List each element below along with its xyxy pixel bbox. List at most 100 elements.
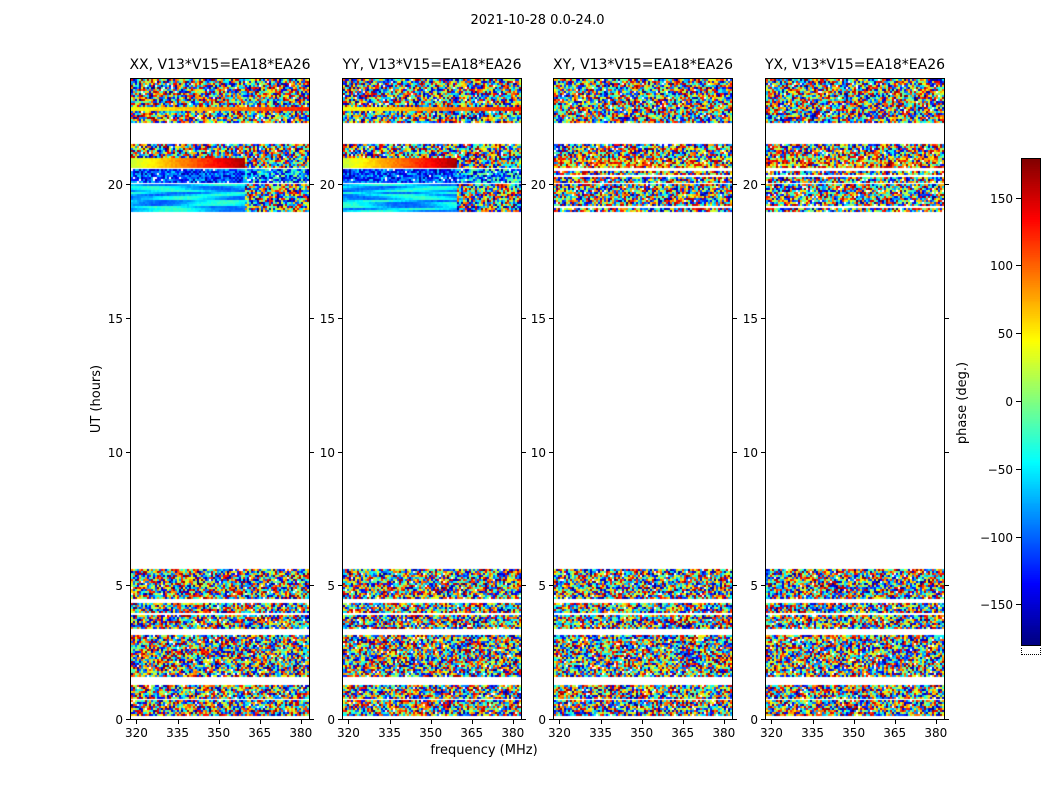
colorbar-tick <box>1016 604 1021 606</box>
y-tick-label: 5 <box>115 579 123 594</box>
colorbar-tick <box>1016 401 1021 402</box>
y-tick <box>761 184 765 185</box>
x-tick <box>812 720 814 724</box>
y-axis-label: UT (hours) <box>89 364 104 434</box>
x-tick <box>894 720 896 724</box>
colorbar-tick-label: −50 <box>987 462 1013 477</box>
x-tick <box>641 720 643 724</box>
x-tick-label: 335 <box>166 726 189 740</box>
x-tick-label: 365 <box>671 726 695 740</box>
y-tick <box>522 585 526 587</box>
y-tick <box>733 184 737 185</box>
colorbar-tick-label: −100 <box>980 530 1013 545</box>
y-tick-label: 15 <box>107 311 123 326</box>
colorbar-tick <box>1016 197 1021 199</box>
x-tick-label: 365 <box>248 726 272 740</box>
y-tick <box>126 719 130 720</box>
y-tick-label: 0 <box>327 713 335 727</box>
y-tick <box>733 719 737 720</box>
y-tick <box>310 184 314 185</box>
y-tick-label: 15 <box>530 311 546 326</box>
colorbar-tick <box>1016 536 1021 538</box>
panel-yx <box>765 78 945 720</box>
x-tick-label: 380 <box>501 726 525 740</box>
y-tick <box>761 719 765 720</box>
heatmap-canvas-yx <box>766 79 944 719</box>
x-tick <box>935 720 937 724</box>
y-tick <box>549 719 553 720</box>
y-tick-label: 0 <box>115 713 123 727</box>
x-tick <box>300 720 302 724</box>
colorbar-tick-label: −150 <box>980 598 1013 613</box>
panel-title-yy: YY, V13*V15=EA18*EA26 <box>342 57 522 73</box>
y-tick <box>549 585 553 587</box>
y-tick <box>549 184 553 185</box>
y-tick-label: 5 <box>750 579 758 594</box>
y-tick-label: 10 <box>319 445 335 460</box>
y-tick-label: 0 <box>538 713 546 727</box>
panel-xx <box>130 78 310 720</box>
x-tick <box>136 720 138 724</box>
y-tick <box>338 585 342 587</box>
y-tick-label: 10 <box>530 445 546 460</box>
y-tick-label: 20 <box>530 178 546 192</box>
x-tick <box>723 720 725 724</box>
y-tick <box>522 719 526 720</box>
x-tick <box>559 720 561 724</box>
y-tick <box>945 317 949 319</box>
heatmap-canvas-xx <box>131 79 309 719</box>
x-tick-label: 380 <box>289 726 313 740</box>
x-tick-label: 335 <box>589 726 612 740</box>
x-tick-label: 320 <box>337 726 360 740</box>
colorbar-tick-label: 150 <box>990 191 1013 206</box>
x-tick-label: 335 <box>378 726 401 740</box>
x-tick-label: 350 <box>630 726 654 740</box>
x-tick <box>177 720 179 724</box>
colorbar-tick-label: 50 <box>997 327 1013 342</box>
figure-title: 2021-10-28 0.0-24.0 <box>470 13 605 28</box>
x-tick <box>348 720 350 724</box>
x-tick <box>682 720 684 724</box>
x-tick <box>259 720 261 724</box>
panel-title-xx: XX, V13*V15=EA18*EA26 <box>129 57 311 73</box>
colorbar-tick <box>1016 333 1021 335</box>
y-tick-label: 20 <box>319 178 335 192</box>
y-tick-label: 10 <box>107 445 123 460</box>
colorbar-extend <box>1021 648 1041 655</box>
y-tick <box>310 585 314 587</box>
x-axis-label: frequency (MHz) <box>430 743 538 758</box>
panel-yy <box>342 78 522 720</box>
y-tick <box>945 585 949 587</box>
y-tick <box>126 317 130 319</box>
x-tick-label: 350 <box>419 726 443 740</box>
y-tick <box>310 317 314 319</box>
x-tick-label: 380 <box>924 726 948 740</box>
panel-title-xy: XY, V13*V15=EA18*EA26 <box>552 57 734 73</box>
y-tick <box>522 451 526 453</box>
y-tick <box>126 184 130 185</box>
y-tick <box>522 184 526 185</box>
y-tick-label: 10 <box>742 445 758 460</box>
y-tick <box>733 317 737 319</box>
colorbar-tick <box>1016 468 1021 470</box>
x-tick <box>600 720 602 724</box>
y-tick <box>761 317 765 319</box>
y-tick <box>126 451 130 453</box>
x-tick-label: 380 <box>712 726 736 740</box>
x-tick <box>771 720 773 724</box>
y-tick <box>338 184 342 185</box>
heatmap-canvas-yy <box>343 79 521 719</box>
x-tick <box>389 720 391 724</box>
colorbar-tick <box>1016 265 1021 267</box>
y-tick <box>310 719 314 720</box>
y-tick <box>338 451 342 453</box>
panel-xy <box>553 78 733 720</box>
x-tick-label: 335 <box>801 726 824 740</box>
y-tick-label: 20 <box>742 178 758 192</box>
y-tick-label: 5 <box>327 579 335 594</box>
y-tick <box>945 451 949 453</box>
y-tick <box>733 585 737 587</box>
x-tick-label: 350 <box>207 726 231 740</box>
y-tick-label: 20 <box>107 178 123 192</box>
